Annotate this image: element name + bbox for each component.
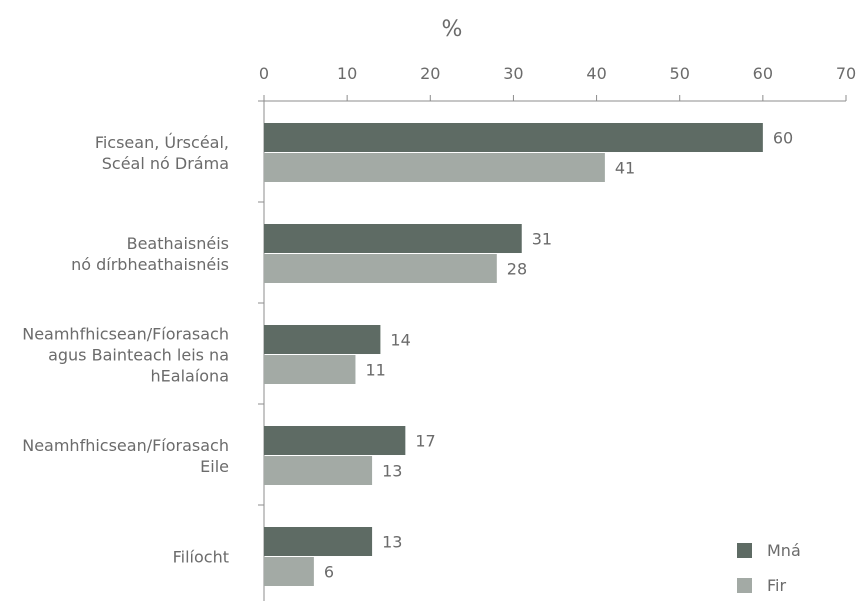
category-labels: Ficsean, Úrscéal, Scéal nó Dráma Beathaisn…	[22, 133, 229, 567]
legend-swatch	[737, 578, 752, 593]
category-label-line: hEalaíona	[151, 367, 229, 386]
data-label: 31	[532, 230, 552, 249]
data-label: 60	[773, 129, 793, 148]
legend-label: Mná	[767, 541, 801, 560]
legend: Mná Fir	[737, 541, 801, 595]
x-tick-label: 20	[420, 64, 440, 83]
data-label: 17	[415, 432, 435, 451]
x-tick-label: 50	[670, 64, 690, 83]
data-label: 11	[365, 361, 385, 380]
bar-mna	[264, 123, 763, 152]
category-label: Neamhfhicsean/Fíorasach Eile	[22, 436, 229, 476]
axes: 0 10 20 30 40 50 60 70	[258, 64, 856, 601]
data-label: 14	[390, 331, 410, 350]
category-label-line: Eile	[200, 457, 229, 476]
category-label: Neamhfhicsean/Fíorasach agus Bainteach le…	[22, 325, 229, 386]
bar-mna	[264, 527, 373, 556]
category-label-line: Beathaisnéis	[127, 234, 229, 253]
legend-swatch	[737, 543, 752, 558]
category-label-line: Neamhfhicsean/Fíorasach	[22, 325, 229, 344]
bar-fir	[264, 456, 373, 485]
data-label: 41	[615, 159, 635, 178]
category-label: Beathaisnéis nó dírbheathaisnéis	[71, 234, 229, 274]
x-tick-label: 10	[337, 64, 357, 83]
x-tick-label: 70	[836, 64, 856, 83]
x-tick-label: 60	[753, 64, 773, 83]
data-label: 13	[382, 533, 402, 552]
legend-label: Fir	[767, 576, 786, 595]
x-axis-title: %	[442, 17, 463, 42]
category-label-line: agus Bainteach leis na	[48, 346, 229, 365]
bar-mna	[264, 224, 522, 253]
bar-fir	[264, 557, 314, 586]
bar-fir	[264, 355, 356, 384]
x-tick-label: 0	[259, 64, 269, 83]
category-label-line: nó dírbheathaisnéis	[71, 255, 229, 274]
bar-mna	[264, 325, 381, 354]
x-tick-label: 30	[503, 64, 523, 83]
category-label: Ficsean, Úrscéal, Scéal nó Dráma	[95, 133, 229, 173]
data-label: 13	[382, 462, 402, 481]
category-label: Filíocht	[173, 548, 229, 567]
bar-mna	[264, 426, 406, 455]
bar-fir	[264, 254, 497, 283]
bars	[264, 123, 763, 586]
category-label-line: Scéal nó Dráma	[102, 154, 229, 173]
category-label-line: Ficsean, Úrscéal,	[95, 133, 229, 152]
data-labels: 60 41 31 28 14 11 17 13 13 6	[324, 129, 793, 582]
category-label-line: Neamhfhicsean/Fíorasach	[22, 436, 229, 455]
bar-fir	[264, 153, 605, 182]
category-label-line: Filíocht	[173, 548, 229, 567]
x-tick-label: 40	[586, 64, 606, 83]
data-label: 28	[507, 260, 527, 279]
data-label: 6	[324, 563, 334, 582]
